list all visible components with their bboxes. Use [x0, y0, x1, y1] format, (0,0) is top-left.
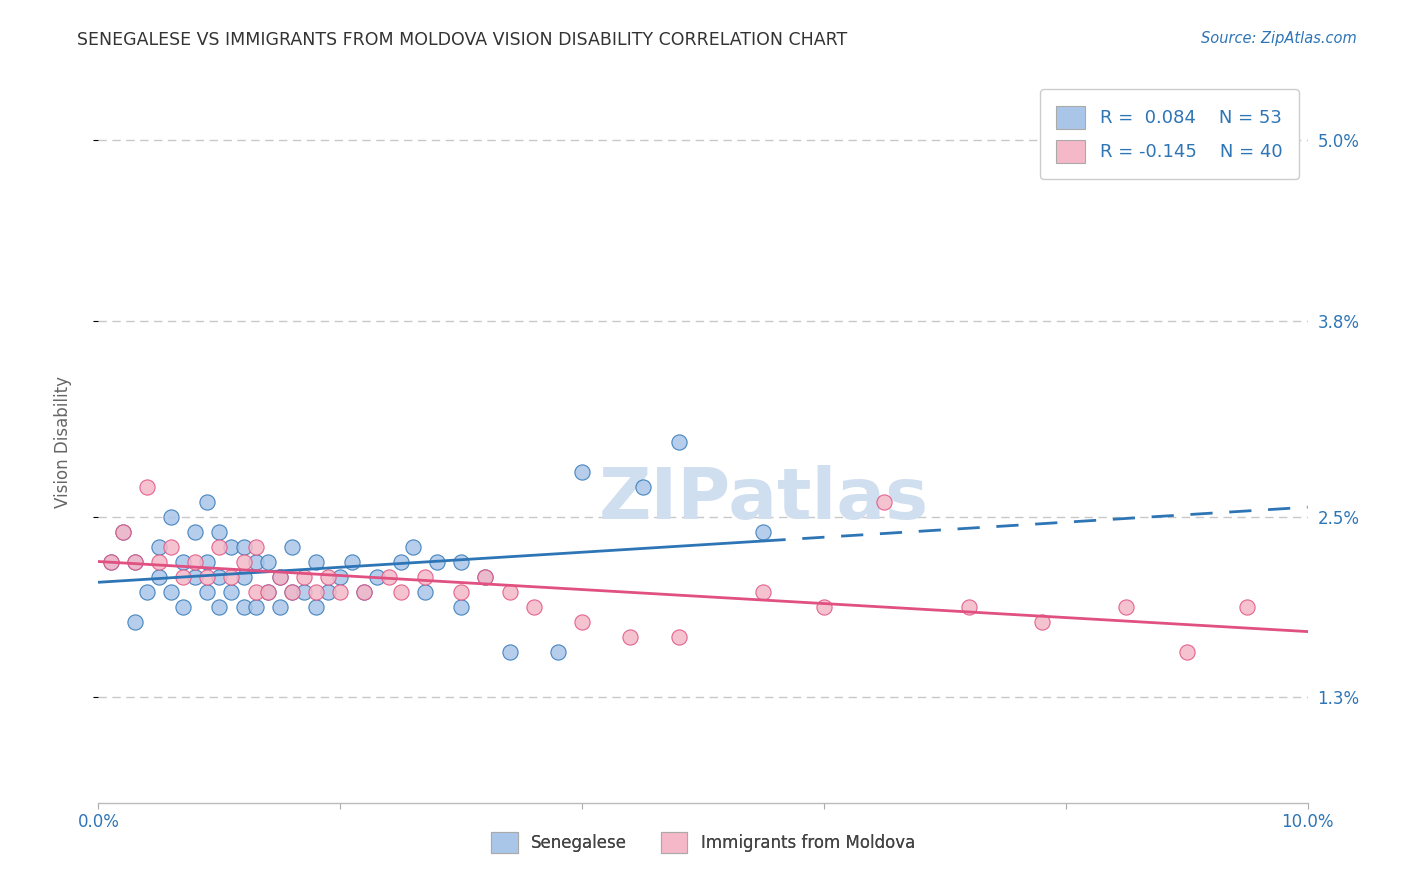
Point: [752, 524, 775, 539]
Text: SENEGALESE VS IMMIGRANTS FROM MOLDOVA VISION DISABILITY CORRELATION CHART: SENEGALESE VS IMMIGRANTS FROM MOLDOVA VI…: [77, 31, 848, 49]
Point: [184, 524, 207, 539]
Point: [232, 570, 254, 584]
Point: [172, 555, 194, 569]
Point: [208, 524, 231, 539]
Point: [281, 585, 304, 599]
Point: [281, 540, 304, 554]
Point: [366, 570, 388, 584]
Point: [523, 600, 546, 615]
Point: [195, 585, 218, 599]
Point: [571, 465, 593, 479]
Point: [208, 600, 231, 615]
Point: [668, 434, 690, 449]
Point: [195, 555, 218, 569]
Point: [245, 600, 267, 615]
Point: [305, 585, 328, 599]
Point: [269, 600, 291, 615]
Point: [232, 600, 254, 615]
Point: [160, 540, 183, 554]
Point: [329, 570, 352, 584]
Point: [124, 555, 146, 569]
Point: [813, 600, 835, 615]
Point: [184, 570, 207, 584]
Point: [281, 585, 304, 599]
Point: [221, 570, 243, 584]
Point: [426, 555, 449, 569]
Point: [221, 540, 243, 554]
Point: [342, 555, 364, 569]
Point: [172, 600, 194, 615]
Point: [389, 585, 412, 599]
Point: [111, 524, 134, 539]
Point: [195, 570, 218, 584]
Point: [389, 555, 412, 569]
Point: [353, 585, 375, 599]
Point: [413, 585, 436, 599]
Point: [124, 615, 146, 630]
Point: [474, 570, 496, 584]
Point: [957, 600, 980, 615]
Point: [329, 585, 352, 599]
Point: [413, 570, 436, 584]
Text: ZIPatlas: ZIPatlas: [599, 465, 928, 533]
Point: [245, 540, 267, 554]
Point: [752, 585, 775, 599]
Point: [269, 570, 291, 584]
Point: [292, 585, 315, 599]
Point: [111, 524, 134, 539]
Point: [100, 555, 122, 569]
Point: [269, 570, 291, 584]
Point: [208, 540, 231, 554]
Point: [292, 570, 315, 584]
Point: [232, 555, 254, 569]
Point: [316, 585, 339, 599]
Point: [135, 585, 157, 599]
Point: [232, 540, 254, 554]
Point: [1115, 600, 1137, 615]
Point: [256, 555, 278, 569]
Legend: Senegalese, Immigrants from Moldova: Senegalese, Immigrants from Moldova: [478, 819, 928, 867]
Point: [353, 585, 375, 599]
Point: [148, 555, 170, 569]
Point: [256, 585, 278, 599]
Point: [184, 555, 207, 569]
Point: [450, 600, 472, 615]
Point: [305, 600, 328, 615]
Point: [450, 585, 472, 599]
Point: [873, 494, 896, 508]
Point: [208, 570, 231, 584]
Point: [221, 585, 243, 599]
Point: [1031, 615, 1053, 630]
Point: [100, 555, 122, 569]
Y-axis label: Vision Disability: Vision Disability: [53, 376, 72, 508]
Point: [547, 645, 569, 659]
Point: [245, 585, 267, 599]
Point: [571, 615, 593, 630]
Point: [148, 570, 170, 584]
Point: [148, 540, 170, 554]
Point: [135, 480, 157, 494]
Point: [124, 555, 146, 569]
Point: [316, 570, 339, 584]
Point: [498, 645, 520, 659]
Point: [160, 509, 183, 524]
Point: [474, 570, 496, 584]
Point: [195, 494, 218, 508]
Point: [619, 630, 641, 644]
Point: [498, 585, 520, 599]
Point: [172, 570, 194, 584]
Point: [631, 480, 654, 494]
Point: [668, 630, 690, 644]
Point: [1175, 645, 1198, 659]
Point: [450, 555, 472, 569]
Point: [245, 555, 267, 569]
Point: [402, 540, 425, 554]
Text: Source: ZipAtlas.com: Source: ZipAtlas.com: [1201, 31, 1357, 46]
Point: [1236, 600, 1258, 615]
Point: [256, 585, 278, 599]
Point: [305, 555, 328, 569]
Point: [160, 585, 183, 599]
Point: [377, 570, 399, 584]
